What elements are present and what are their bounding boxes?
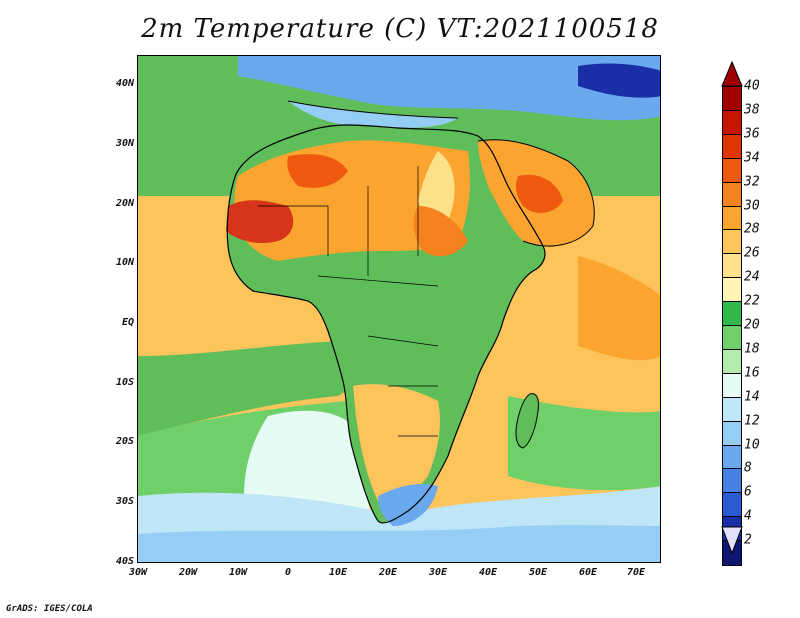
arabia-coastline	[477, 139, 595, 247]
colorbar-label: 6	[744, 484, 752, 500]
colorbar-cell	[722, 133, 742, 159]
y-axis-label-20n: 20N	[115, 198, 134, 209]
asia-cold-region	[578, 63, 660, 98]
credit-text: GrADS: IGES/COLA	[6, 604, 93, 614]
colorbar-cell	[722, 325, 742, 350]
colorbar-cell	[722, 205, 742, 231]
country-borders	[258, 166, 439, 437]
colorbar-label: 32	[744, 174, 760, 190]
colorbar-label: 8	[744, 460, 752, 476]
y-axis-label-eq: EQ	[121, 317, 134, 328]
colorbar-label: 10	[744, 437, 760, 452]
colorbar-cell	[722, 372, 742, 398]
southern-africa-warm	[353, 384, 440, 503]
egypt-region	[418, 151, 455, 223]
colorbar-cell	[722, 253, 742, 279]
plot-title: 2m Temperature (C) VT:2021100518	[141, 14, 659, 44]
colorbar-cell	[722, 181, 742, 207]
x-axis-label-10e: 10E	[328, 567, 348, 578]
arabia-hot-core	[515, 174, 563, 213]
colorbar-cell	[722, 420, 742, 446]
x-axis-label-50e: 50E	[528, 567, 548, 578]
x-axis-label-40e: 40E	[478, 567, 498, 578]
colorbar-label: 20	[744, 317, 760, 333]
colorbar-cell	[722, 157, 742, 183]
south-atlantic-warm-band	[138, 341, 357, 436]
colorbar-label: 18	[744, 341, 760, 357]
colorbar-label: 28	[744, 221, 760, 237]
colorbar-label: 14	[744, 389, 760, 405]
colorbar-cell	[722, 468, 742, 494]
x-axis-label-0: 0	[284, 567, 292, 578]
colorbar-label: 16	[744, 365, 760, 381]
sudan-hot-spot	[413, 206, 468, 257]
colorbar-label: 36	[744, 126, 760, 142]
west-sahara-hot-core	[226, 200, 294, 243]
colorbar-label: 4	[744, 508, 752, 524]
colorbar-label: 34	[744, 150, 760, 166]
y-axis-label-30s: 30S	[115, 496, 134, 507]
arabian-sea-warm	[578, 256, 660, 361]
temperature-map	[137, 55, 661, 563]
central-sahara-hot-spot	[287, 154, 348, 188]
colorbar-label: 2	[744, 532, 752, 548]
x-axis-label-20e: 20E	[378, 567, 398, 578]
colorbar-bottom-arrow	[721, 526, 743, 555]
y-axis-label-40s: 40S	[115, 556, 134, 567]
y-axis-label-40n: 40N	[115, 78, 134, 89]
colorbar-cell	[722, 396, 742, 422]
mediterranean	[288, 101, 458, 128]
colorbar-label: 30	[744, 198, 760, 213]
y-axis-label-20s: 20S	[115, 436, 134, 447]
colorbar-label: 22	[744, 293, 760, 309]
colorbar-label: 38	[744, 102, 760, 118]
colorbar-cell	[722, 277, 742, 303]
colorbar-top-arrow-shape	[721, 60, 743, 87]
colorbar-cell	[722, 86, 742, 111]
map-canvas	[138, 56, 660, 562]
y-axis-label-10s: 10S	[115, 377, 134, 388]
madagascar	[515, 393, 539, 449]
south-indian-band	[508, 396, 660, 491]
colorbar-label: 26	[744, 245, 760, 261]
colorbar-cell	[722, 229, 742, 255]
colorbar-cell	[722, 301, 742, 326]
mediterranean-coastline	[287, 100, 459, 119]
south-africa-cool	[378, 484, 438, 526]
y-axis-label-30n: 30N	[115, 138, 134, 149]
colorbar-cell	[722, 444, 742, 470]
colorbar-label: 40	[744, 78, 760, 94]
x-axis-label-30w: 30W	[128, 567, 148, 578]
x-axis-label-30e: 30E	[428, 567, 448, 578]
colorbar-top-arrow	[721, 60, 743, 87]
colorbar-bottom-arrow-shape	[721, 526, 743, 555]
y-axis-label-10n: 10N	[115, 257, 134, 268]
colorbar-cell	[722, 492, 742, 518]
colorbar-cell	[722, 348, 742, 374]
europe-cool-region	[238, 56, 660, 121]
southern-ocean-cold	[138, 525, 660, 562]
colorbar-label: 12	[744, 413, 760, 429]
x-axis-label-20w: 20W	[178, 567, 198, 578]
x-axis-label-10w: 10W	[228, 567, 248, 578]
africa-coastline	[226, 124, 546, 524]
x-axis-label-70e: 70E	[626, 567, 646, 578]
x-axis-label-60e: 60E	[578, 567, 598, 578]
colorbar-label: 24	[744, 269, 760, 285]
colorbar-cell	[722, 109, 742, 135]
